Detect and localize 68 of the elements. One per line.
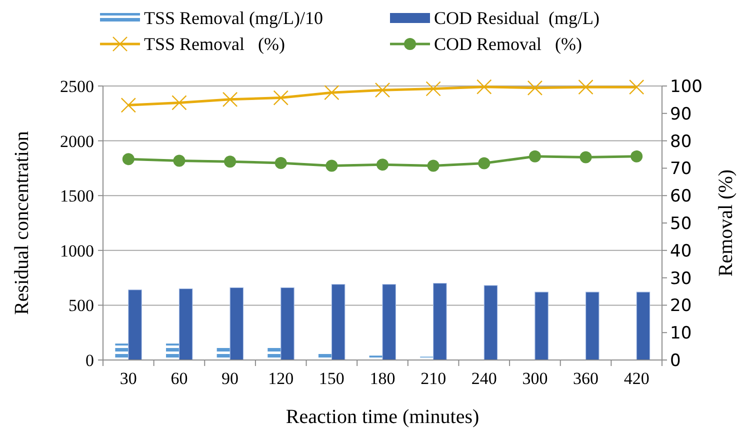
bar [433, 282, 447, 360]
y-tick-label: 1000 [60, 241, 94, 260]
x-tick-label: 360 [573, 369, 599, 388]
y2-tick-label: 20 [670, 296, 692, 316]
x-tick-label: 240 [471, 369, 497, 388]
y-tick-label: 2500 [60, 76, 94, 96]
x-tick-label: 60 [170, 369, 188, 388]
bar [484, 285, 498, 360]
point [224, 156, 236, 168]
point [527, 80, 543, 96]
x-tick-label: 180 [370, 369, 396, 388]
point [427, 160, 440, 172]
point [122, 153, 134, 166]
bar [178, 288, 193, 360]
y2-tick-label: 40 [670, 241, 692, 262]
x-tick-label: 300 [522, 369, 548, 388]
point [374, 82, 390, 98]
bar [331, 284, 346, 360]
y2-tick-label: 80 [670, 132, 692, 152]
bar [636, 292, 650, 360]
bar [534, 292, 548, 360]
bar [230, 287, 244, 360]
point [326, 160, 338, 172]
legend-label: TSS Removal (mg/L)/10 [144, 8, 323, 28]
x-tick-label: 120 [268, 369, 294, 388]
point [173, 154, 186, 167]
bar [128, 290, 142, 360]
point [580, 151, 592, 164]
bar [585, 292, 600, 360]
y-tick-label: 500 [68, 296, 94, 316]
y-tick-label: 0 [86, 350, 94, 370]
y2-tick-label: 30 [670, 268, 692, 289]
x-tick-label: 420 [624, 369, 650, 388]
y2-tick-label: 70 [670, 159, 692, 180]
y2-tick-label: 50 [670, 214, 692, 234]
legend-label: COD Removal (%) [434, 34, 582, 54]
point [120, 98, 136, 113]
point [528, 150, 541, 162]
y-axis-title: Residual concentration [11, 131, 33, 315]
point [324, 84, 340, 100]
legend-label: TSS Removal (%) [144, 34, 285, 54]
x-tick-label: 210 [420, 369, 446, 388]
point [274, 156, 287, 169]
point [578, 79, 594, 95]
point [628, 79, 644, 95]
point [376, 158, 388, 171]
x-tick-label: 150 [318, 369, 344, 388]
bar [382, 284, 396, 360]
y2-tick-label: 10 [670, 324, 692, 344]
point [273, 90, 288, 106]
point [478, 157, 490, 170]
x-axis-title: Reaction time (minutes) [286, 406, 480, 428]
point [630, 150, 643, 162]
y-tick-label: 2000 [60, 132, 94, 151]
y-tick-label: 1500 [60, 186, 94, 206]
point [222, 92, 238, 108]
bar [280, 287, 294, 360]
y2-axis-title: Removal (%) [715, 169, 737, 277]
x-tick-label: 90 [222, 369, 239, 388]
x-tick-label: 30 [120, 369, 137, 388]
point [426, 81, 441, 96]
y2-tick-label: 0 [670, 350, 681, 371]
y2-tick-label: 90 [670, 104, 692, 124]
point [172, 95, 187, 110]
y2-tick-label: 60 [670, 186, 692, 207]
point [476, 79, 492, 94]
y2-tick-label: 100 [670, 76, 702, 97]
legend-label: COD Residual (mg/L) [434, 8, 600, 28]
